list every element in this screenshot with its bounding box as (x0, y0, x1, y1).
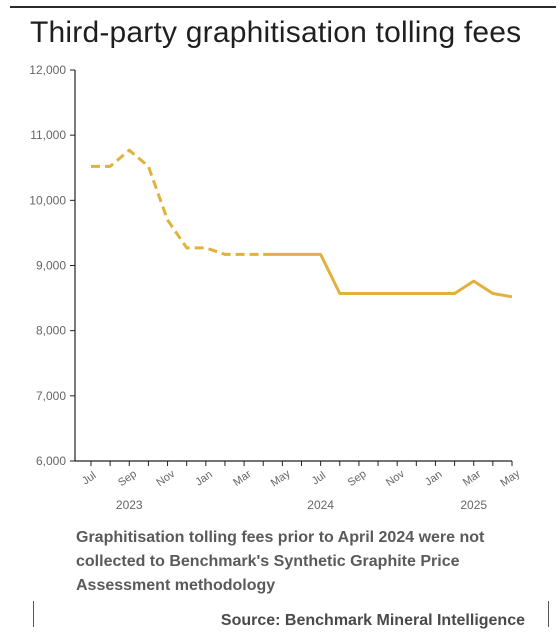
year-label: 2024 (307, 498, 334, 512)
y-tick-label: 12,000 (29, 63, 66, 77)
year-label: 2025 (460, 498, 487, 512)
x-tick-label: May (269, 467, 293, 489)
chart-title: Third-party graphitisation tolling fees (30, 16, 522, 49)
x-tick-label: Mar (231, 468, 254, 489)
x-tick-label: Jul (310, 470, 328, 488)
x-tick-label: May (498, 467, 522, 489)
x-tick-label: Mar (461, 468, 484, 489)
y-tick-label: 9,000 (36, 259, 66, 273)
y-tick-label: 10,000 (29, 193, 66, 207)
series-line-solid (263, 252, 513, 299)
y-tick-label: 7,000 (36, 389, 66, 403)
line-chart: 6,000 7,000 8,000 9,000 10,000 11,000 12,000 Ju… (29, 63, 522, 512)
left-divider (33, 601, 34, 627)
series-line-dashed (91, 148, 264, 256)
x-tick-label: Nov (384, 468, 407, 489)
x-tick-label: Jan (193, 469, 214, 489)
y-tick-label: 8,000 (36, 324, 66, 338)
right-divider (548, 601, 549, 627)
x-tick-label: Sep (116, 468, 139, 489)
top-rule (10, 6, 556, 8)
x-tick-label: Sep (346, 468, 369, 489)
y-tick-label: 6,000 (36, 454, 66, 468)
chart-note: Graphitisation tolling fees prior to Apr… (76, 529, 485, 594)
x-tick-label: Jan (423, 469, 444, 489)
x-tick-label: Nov (154, 468, 177, 489)
source-credit: Source: Benchmark Mineral Intelligence (220, 612, 525, 629)
x-tick-label: Jul (80, 470, 98, 488)
y-tick-label: 11,000 (30, 128, 66, 142)
year-label: 2023 (116, 498, 143, 512)
